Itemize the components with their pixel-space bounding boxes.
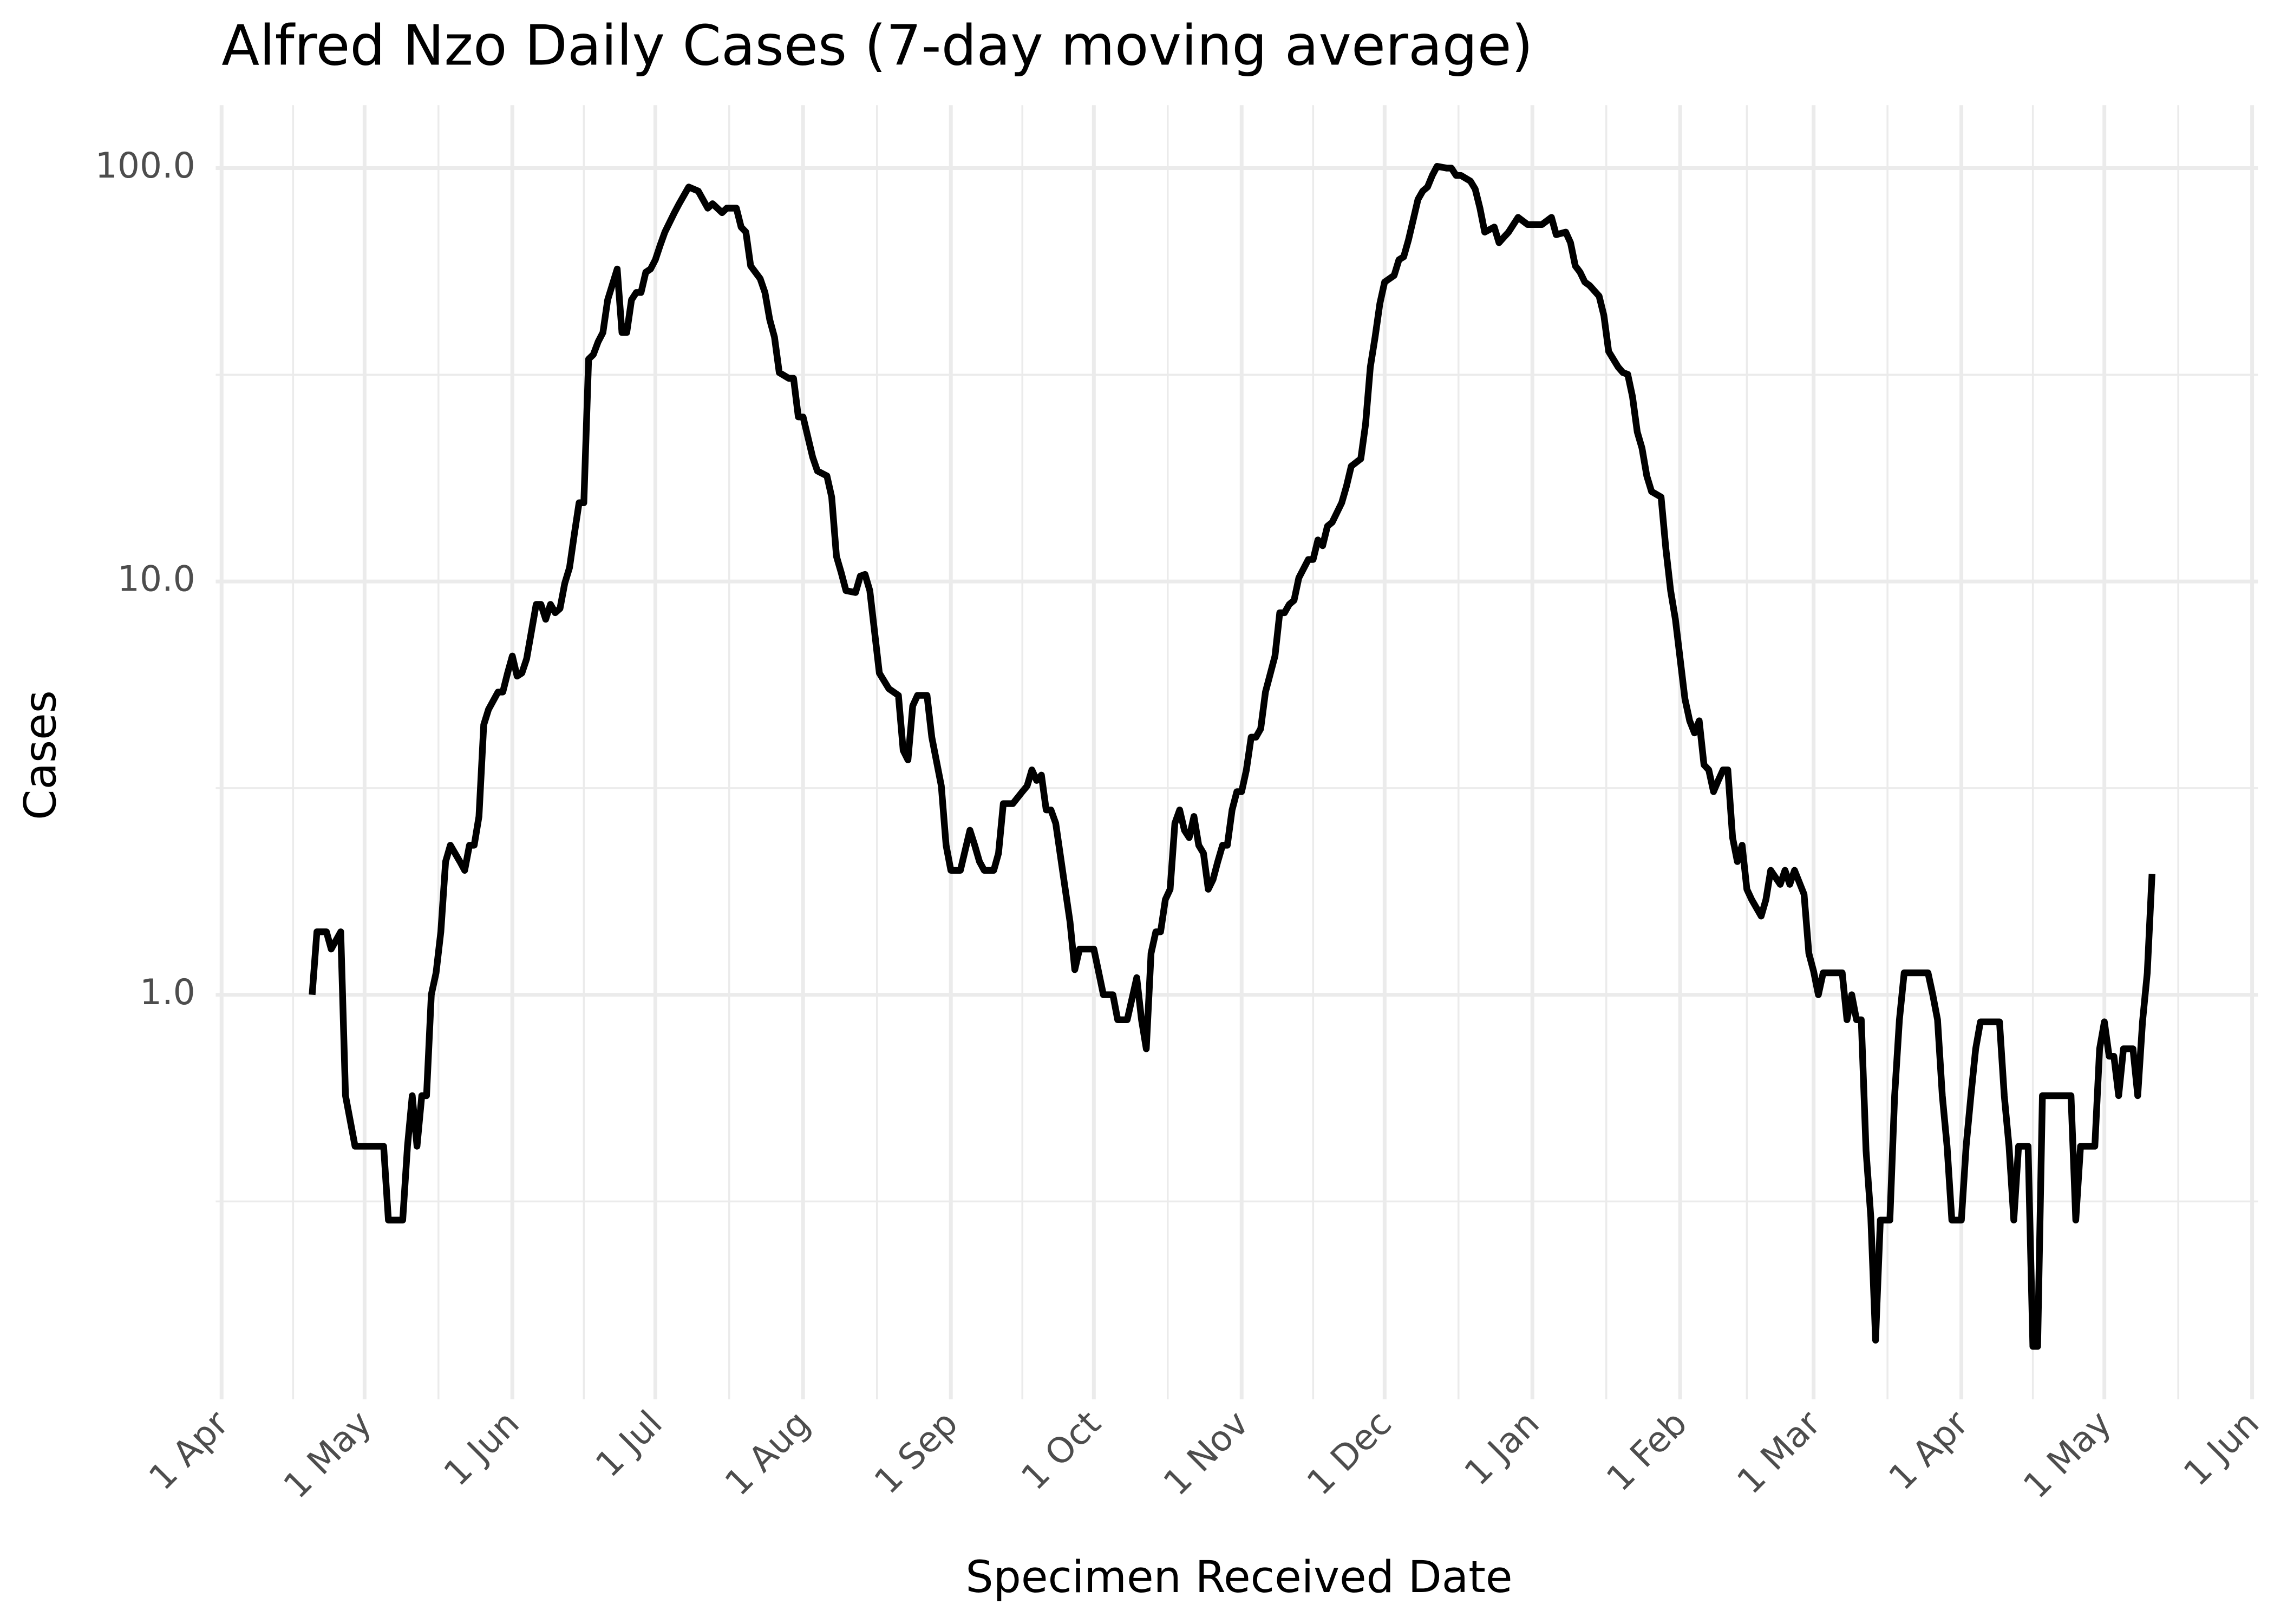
y-tick-label: 100.0	[95, 146, 195, 186]
y-tick-label: 10.0	[117, 559, 195, 600]
plot-area	[309, 163, 2155, 1350]
grid	[215, 105, 2258, 1399]
x-axis-title: Specimen Received Date	[965, 1552, 1512, 1603]
data-line	[309, 163, 2155, 1350]
y-tick-label: 1.0	[140, 972, 195, 1013]
chart-title: Alfred Nzo Daily Cases (7-day moving ave…	[221, 14, 1533, 78]
y-axis-title: Cases	[16, 690, 67, 820]
